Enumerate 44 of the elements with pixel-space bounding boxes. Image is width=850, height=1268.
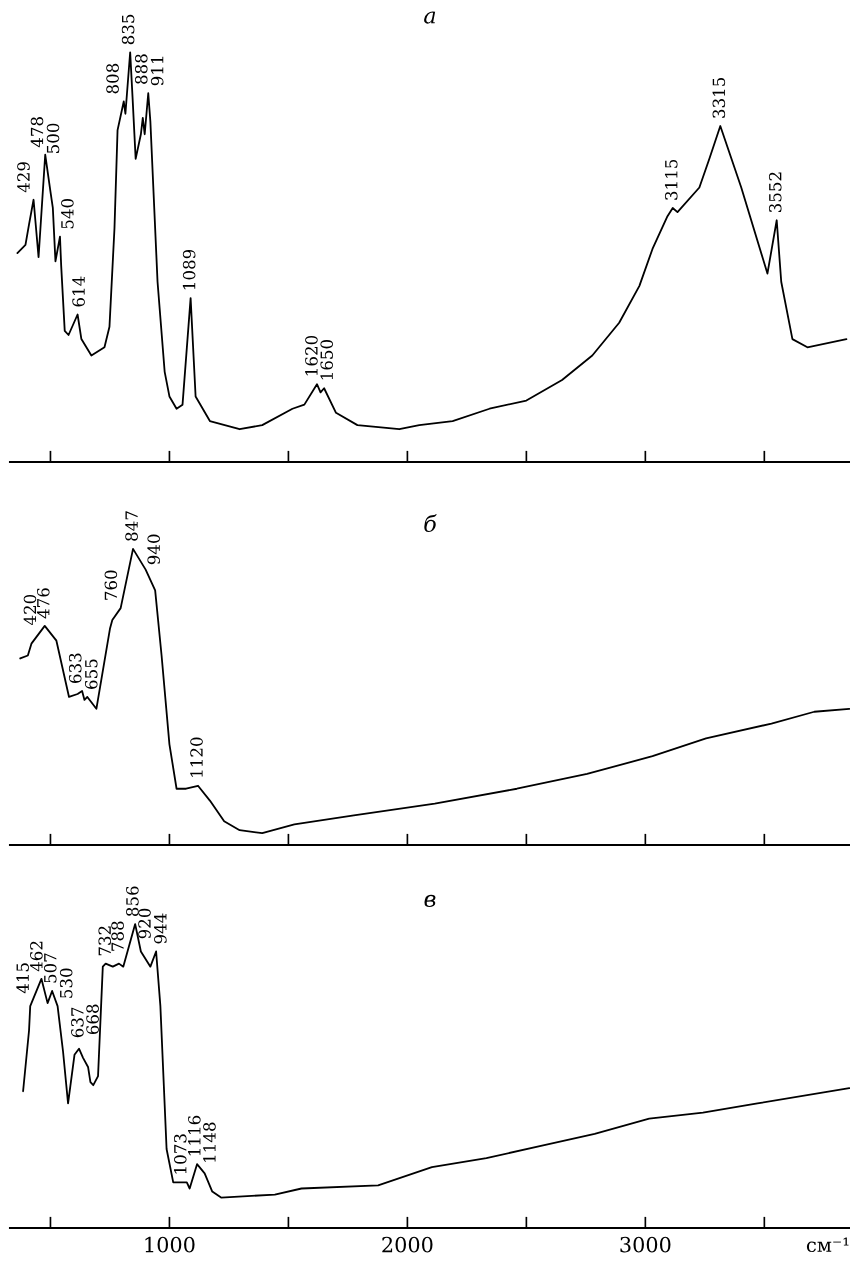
annotation: 655 xyxy=(84,659,98,689)
annotation: 1089 xyxy=(182,249,196,290)
annotation: 614 xyxy=(72,276,85,307)
x-tick-label: 1000 xyxy=(145,1236,195,1253)
annotation: 1073 xyxy=(173,1134,187,1174)
annotation: 1120 xyxy=(190,737,203,777)
x-axis-title: см⁻¹ xyxy=(806,1237,849,1253)
annotation: 478 xyxy=(30,117,44,148)
annotation: 856 xyxy=(126,886,139,917)
annotation: 760 xyxy=(104,570,118,600)
annotation: 1620 xyxy=(305,335,318,376)
annotation: 944 xyxy=(154,913,167,944)
annotation: 888 xyxy=(134,54,148,84)
annotation: 920 xyxy=(138,908,151,939)
annotation: 420 xyxy=(23,594,37,626)
annotation: 476 xyxy=(36,588,50,619)
annotation: 1116 xyxy=(188,1115,201,1156)
annotation: 732 xyxy=(98,926,112,956)
annotation: 530 xyxy=(59,968,73,998)
annotation: 1650 xyxy=(320,340,334,380)
annotation: 500 xyxy=(46,123,60,153)
annotation: 3115 xyxy=(664,159,678,200)
chart-title: в xyxy=(424,894,436,907)
annotation: 429 xyxy=(17,162,30,193)
annotation: 668 xyxy=(86,1004,99,1035)
annotation: 788 xyxy=(111,921,124,951)
chart-title: а xyxy=(424,11,436,24)
x-tick-label: 2000 xyxy=(382,1236,433,1253)
annotation: 835 xyxy=(121,14,135,45)
annotation: 637 xyxy=(71,1007,84,1038)
annotation: 415 xyxy=(16,963,29,994)
annotation: 3315 xyxy=(712,77,726,118)
annotation: 507 xyxy=(43,953,57,983)
x-tick-label: 3000 xyxy=(620,1236,671,1253)
annotation: 847 xyxy=(125,511,138,541)
annotation: 1148 xyxy=(203,1122,216,1162)
annotation: 633 xyxy=(68,653,82,683)
annotation: 911 xyxy=(150,56,164,86)
annotation: 540 xyxy=(61,199,74,229)
annotation: 808 xyxy=(106,63,119,94)
annotation: 3552 xyxy=(768,172,782,213)
annotation: 462 xyxy=(30,941,43,972)
annotation: 940 xyxy=(147,534,160,565)
chart-title: б xyxy=(424,514,437,532)
